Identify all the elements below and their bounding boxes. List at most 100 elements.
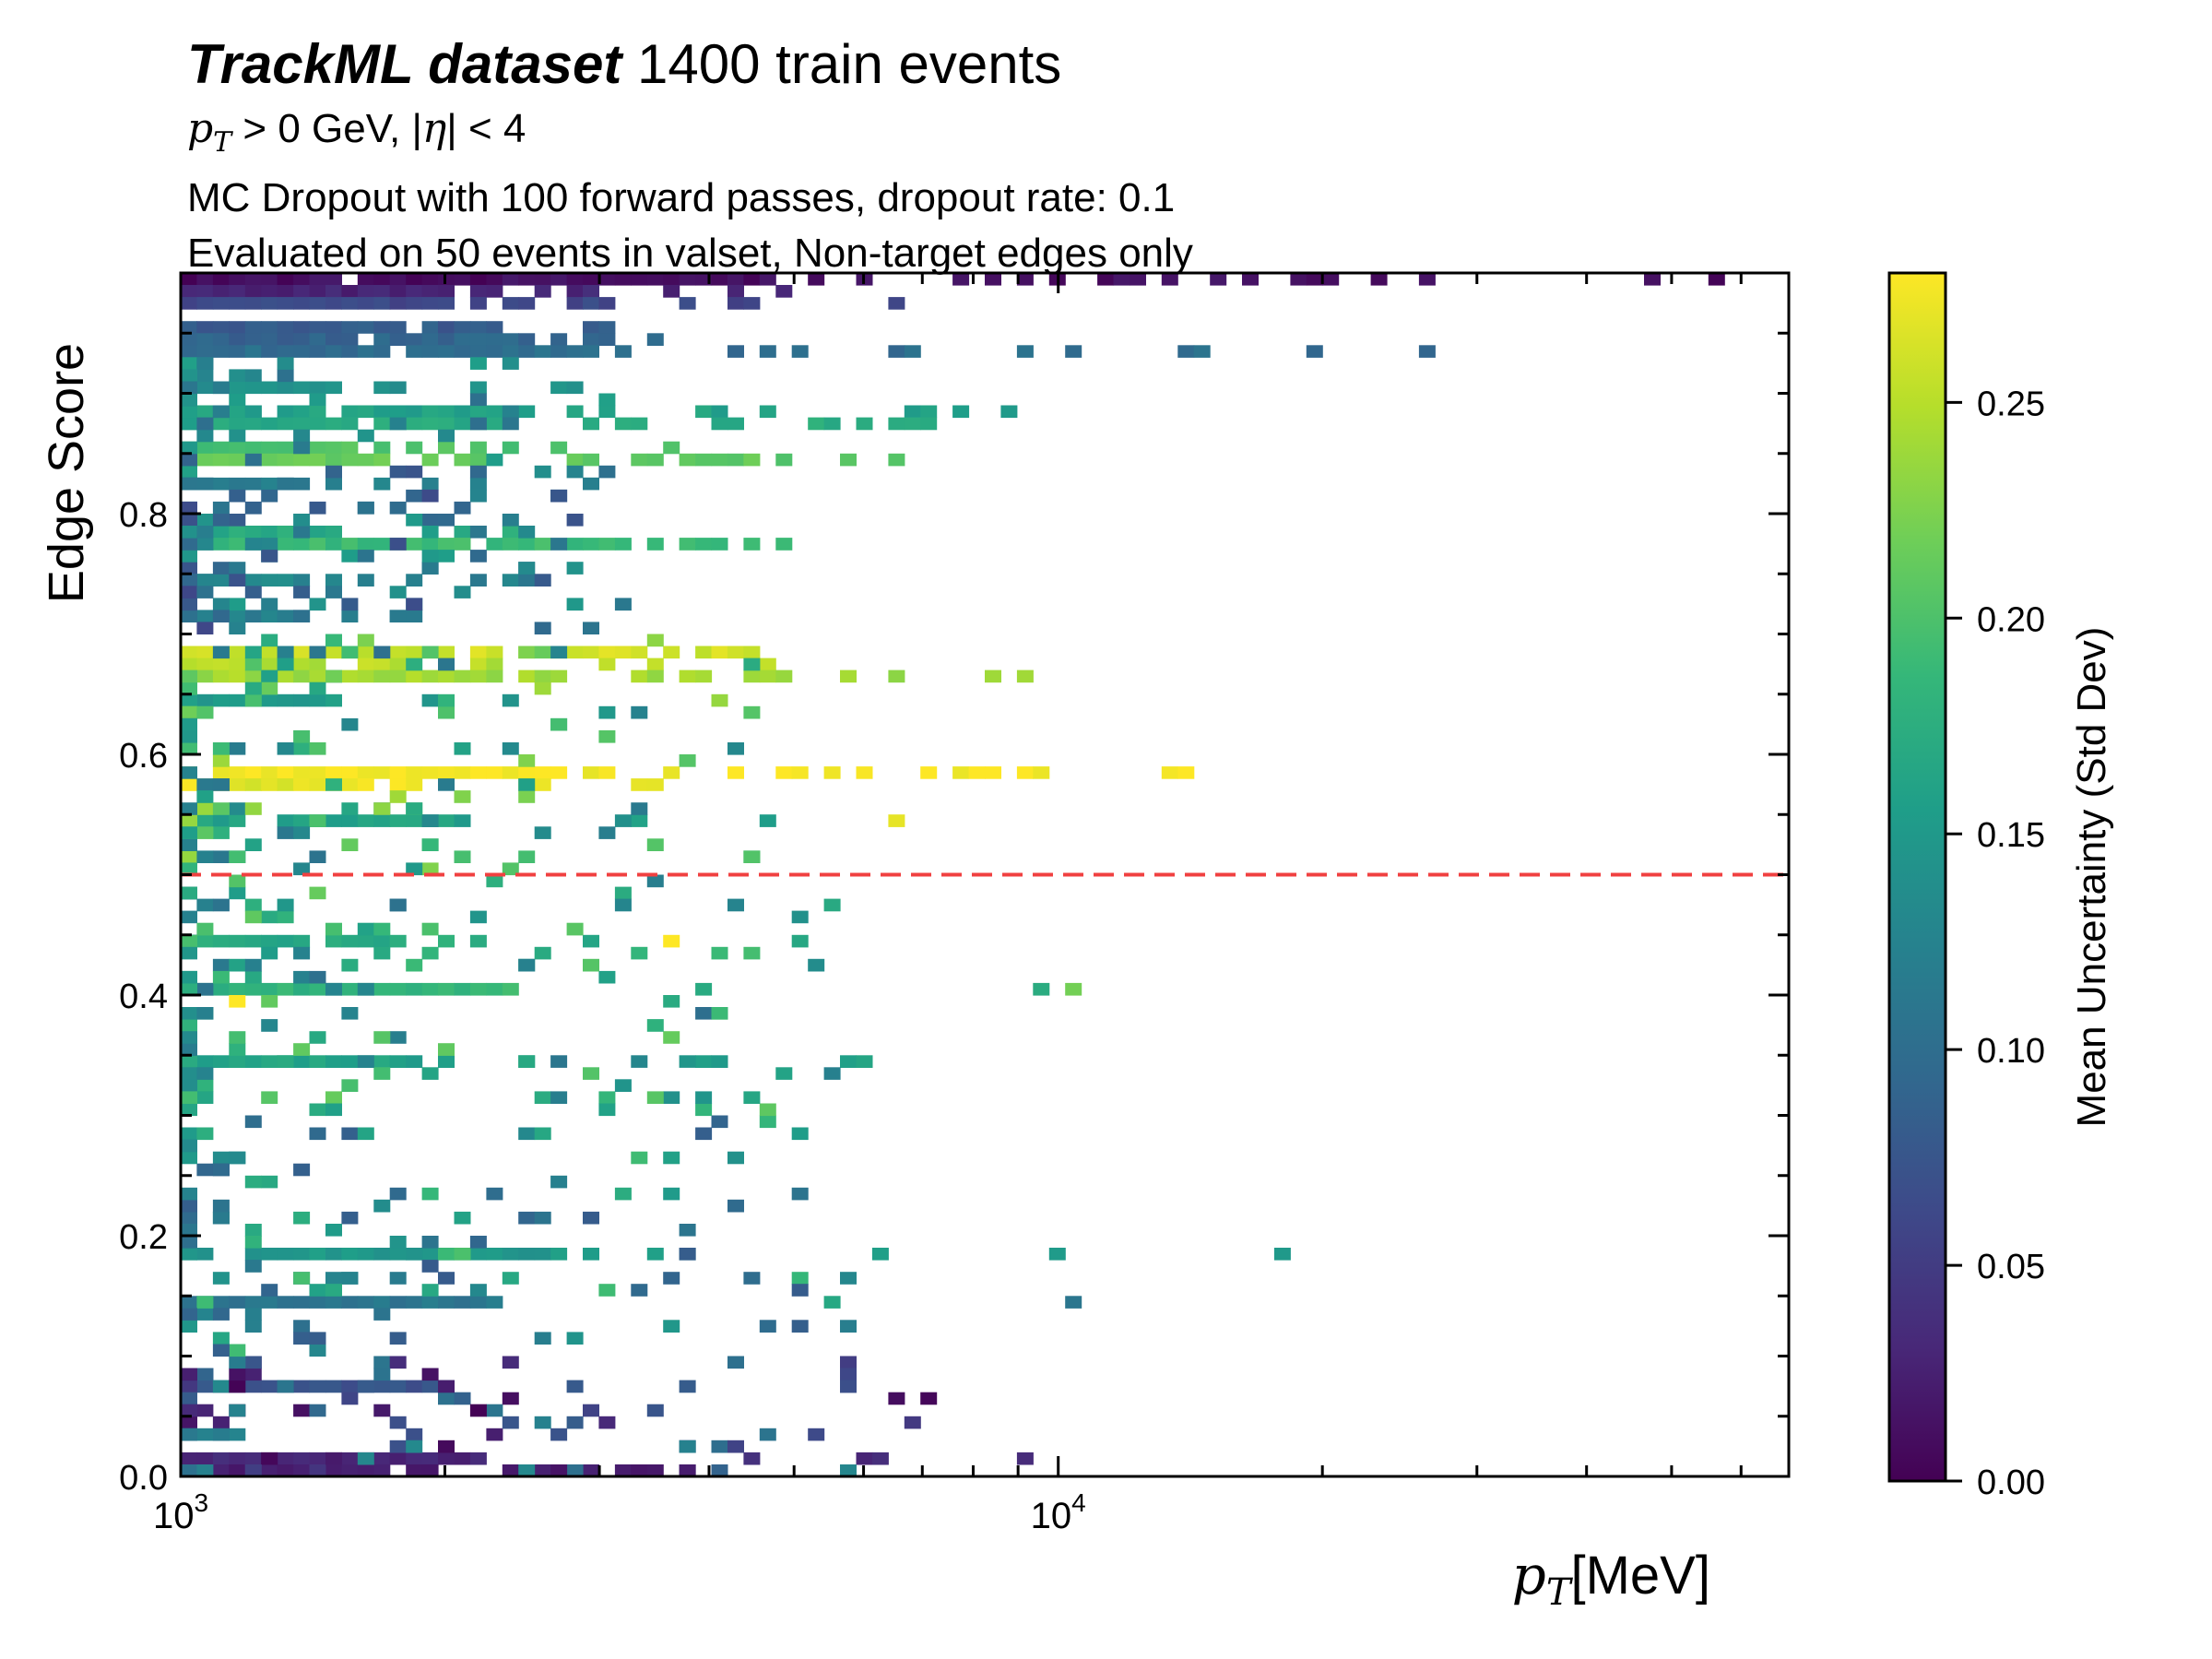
heatmap-cell (406, 574, 423, 587)
heatmap-cell (244, 1452, 262, 1465)
heatmap-cell (293, 1248, 311, 1261)
heatmap-cell (631, 273, 648, 286)
heatmap-cell (196, 934, 214, 948)
heatmap-cell (888, 1392, 905, 1405)
heatmap-cell (196, 982, 214, 996)
heatmap-cell (229, 477, 246, 491)
heatmap-cell (775, 670, 793, 683)
heatmap-cell (293, 1272, 311, 1285)
heatmap-cell (309, 273, 326, 286)
heatmap-cell (727, 898, 744, 912)
heatmap-cell (598, 405, 616, 419)
heatmap-cell (357, 574, 374, 587)
heatmap-cell (181, 778, 197, 791)
heatmap-cell (229, 742, 246, 755)
heatmap-cell (534, 345, 551, 358)
heatmap-cell (791, 1284, 809, 1297)
heatmap-cell (631, 814, 648, 827)
heatmap-cell (550, 273, 568, 286)
heatmap-cell (373, 321, 391, 334)
heatmap-cell (244, 802, 262, 815)
heatmap-cell (357, 273, 374, 286)
heatmap-cell (244, 1296, 262, 1309)
heatmap-cell (181, 681, 197, 695)
heatmap-cell (341, 1055, 359, 1068)
heatmap-cell (277, 321, 294, 334)
heatmap-cell (181, 501, 197, 515)
heatmap-cell (614, 417, 632, 431)
heatmap-cell (373, 658, 391, 671)
heatmap-cell (486, 405, 503, 419)
heatmap-cell (373, 1380, 391, 1393)
heatmap-cell (293, 1320, 311, 1333)
heatmap-cell (727, 273, 744, 286)
heatmap-cell (759, 405, 776, 419)
heatmap-cell (743, 670, 761, 683)
heatmap-cell (406, 658, 423, 671)
heatmap-cell (181, 850, 197, 863)
colorbar (1887, 271, 1947, 1483)
heatmap-cell (469, 477, 487, 491)
heatmap-cell (469, 1404, 487, 1417)
heatmap-cell (469, 381, 487, 395)
heatmap-cell (952, 405, 970, 419)
heatmap-cell (181, 982, 197, 996)
heatmap-cell (406, 489, 423, 503)
heatmap-cell (646, 273, 664, 286)
heatmap-cell (1016, 766, 1034, 779)
heatmap-cell (325, 1248, 342, 1261)
heatmap-cell (341, 670, 359, 683)
heatmap-cell (277, 982, 294, 996)
heatmap-cell (196, 790, 214, 803)
heatmap-cell (406, 1464, 423, 1476)
heatmap-cell (711, 946, 728, 960)
heatmap-cell (181, 1055, 197, 1068)
heatmap-cell (711, 646, 728, 659)
heatmap-cell (406, 1428, 423, 1441)
heatmap-cell (196, 1368, 214, 1381)
heatmap-cell (518, 538, 536, 551)
heatmap-cell (502, 441, 519, 455)
y-tick-label: 0.2 (119, 1218, 168, 1257)
heatmap-cell (309, 1452, 326, 1465)
heatmap-cell (454, 1211, 471, 1225)
heatmap-cell (438, 658, 455, 671)
heatmap-cell (743, 297, 761, 310)
heatmap-cell (309, 1103, 326, 1117)
axis-ticks: 0.0 0.2 0.4 0.6 0.8 103 104 (119, 271, 1789, 1536)
heatmap-cell (325, 634, 342, 647)
heatmap-cell (775, 285, 793, 298)
heatmap-cell (454, 742, 471, 755)
heatmap-cell (293, 333, 311, 346)
heatmap-cell (277, 369, 294, 383)
heatmap-cell (1000, 405, 1018, 419)
heatmap-cell (840, 1380, 857, 1393)
heatmap-cell (679, 297, 696, 310)
heatmap-cell (711, 693, 728, 707)
heatmap-cell (244, 574, 262, 587)
heatmap-cell (196, 333, 214, 346)
heatmap-cell (502, 574, 519, 587)
heatmap-cell (985, 670, 1001, 683)
heatmap-cell (1161, 273, 1178, 286)
heatmap-cell (244, 693, 262, 707)
heatmap-cell (293, 1043, 311, 1056)
heatmap-cell (212, 333, 230, 346)
heatmap-cell (196, 381, 214, 395)
heatmap-cell (711, 405, 728, 419)
heatmap-cell (952, 766, 970, 779)
heatmap-cell (663, 1031, 680, 1044)
heatmap-cell (229, 670, 246, 683)
heatmap-cell (181, 717, 197, 731)
heatmap-cell (244, 838, 262, 851)
heatmap-cell (518, 562, 536, 575)
heatmap-cell (583, 321, 599, 334)
heatmap-cell (181, 1079, 197, 1092)
heatmap-cell (212, 802, 230, 815)
heatmap-cell (614, 598, 632, 611)
heatmap-cell (550, 1248, 568, 1261)
heatmap-cell (229, 1043, 246, 1056)
heatmap-cell (181, 1187, 197, 1201)
heatmap-cell (357, 778, 374, 791)
heatmap-cell (454, 850, 471, 863)
